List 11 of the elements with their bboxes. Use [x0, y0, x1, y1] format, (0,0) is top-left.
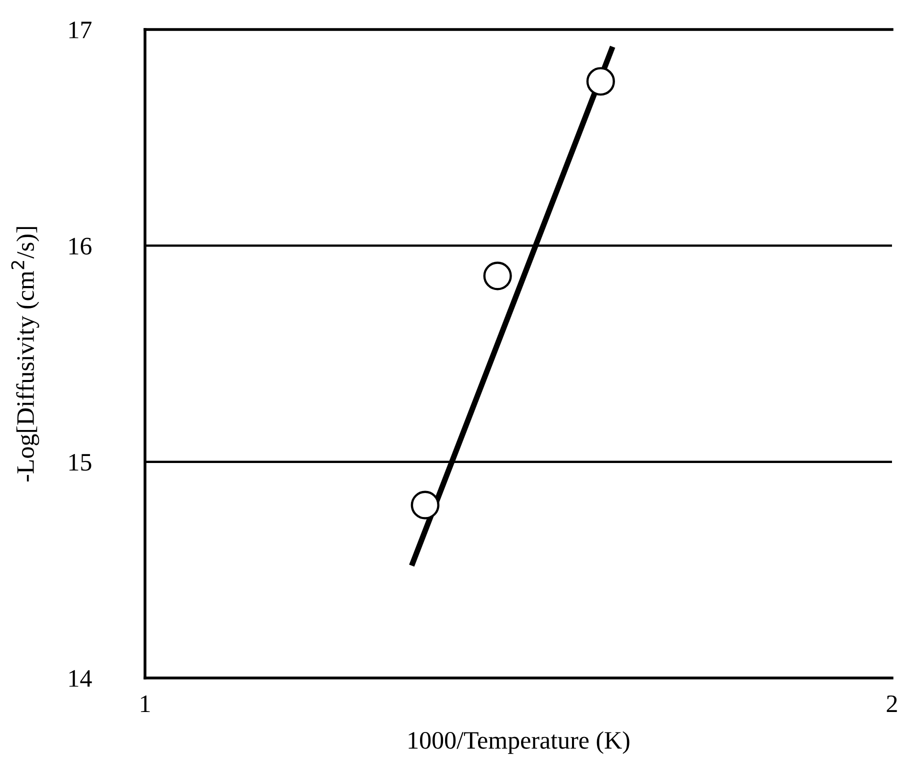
y-tick-label: 17	[69, 22, 92, 38]
point	[410, 490, 440, 520]
x-tick-label: 1	[140, 696, 150, 712]
point	[586, 67, 615, 96]
y-tick-label: 14	[69, 670, 92, 687]
y-tick-label: 16	[69, 238, 92, 255]
x-tick-label: 2	[886, 695, 897, 712]
y-axis-title: -Log[Diffusivity (cm$^{2}$/s)]	[11, 227, 40, 482]
x-axis-title: 1000/Temperature (K)	[408, 731, 630, 754]
y-tick-label: 15	[69, 454, 92, 471]
point	[483, 262, 512, 290]
